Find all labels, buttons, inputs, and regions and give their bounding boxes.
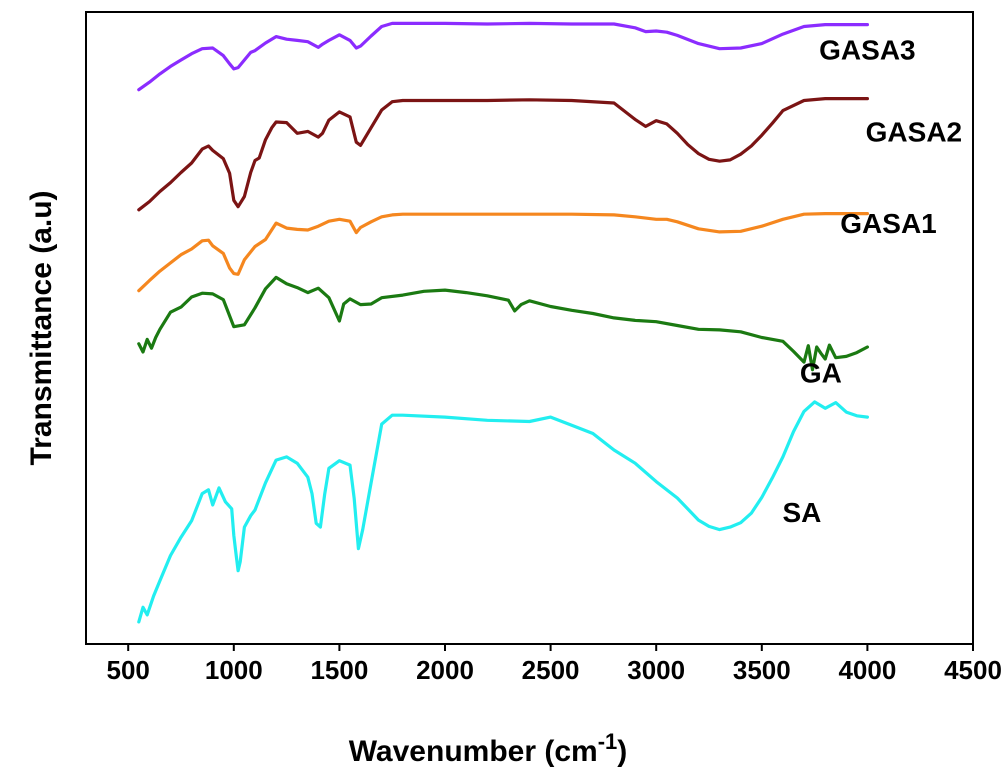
series-label-gasa1: GASA1 [840,208,936,239]
x-axis-title-superscript: -1 [598,729,618,754]
series-line-sa [137,400,869,624]
series-line-gasa2 [137,97,869,212]
x-tick-label: 500 [107,655,150,685]
x-tick-label: 4500 [944,655,1002,685]
series-layer [137,21,869,624]
x-tick-label: 3000 [627,655,685,685]
series-label-sa: SA [782,497,821,528]
x-tick-label: 3500 [733,655,791,685]
x-tick-label: 2000 [416,655,474,685]
series-line-gasa1 [137,212,869,293]
series-labels: GASA3 GASA2 GASA1 GA SA [782,34,962,528]
x-tick-label: 4000 [838,655,896,685]
y-axis-title: Transmittance (a.u) [25,190,58,465]
series-line-gasa3 [137,21,869,92]
x-axis-title-main: Wavenumber (cm [349,735,598,768]
x-tick-label: 1500 [310,655,368,685]
series-line-ga [137,275,869,372]
x-axis-title-close: ) [617,735,627,768]
x-axis-ticks: 500 1000 1500 2000 2500 3000 3500 4000 4500 [107,644,1002,685]
series-label-gasa3: GASA3 [819,34,915,65]
x-tick-label: 2500 [522,655,580,685]
series-label-gasa2: GASA2 [866,117,962,148]
plot-frame [85,11,974,645]
x-tick-label: 1000 [205,655,263,685]
series-label-ga: GA [800,357,842,388]
x-axis-title: Wavenumber (cm-1) [349,729,628,768]
